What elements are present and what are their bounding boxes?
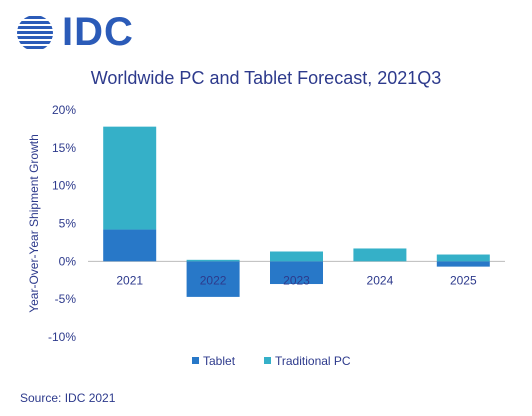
legend-swatch-traditional-pc: [264, 357, 271, 364]
y-axis-label: Year-Over-Year Shipment Growth: [27, 134, 41, 313]
legend-label-traditional-pc: Traditional PC: [275, 354, 351, 368]
legend-swatch-tablet: [192, 357, 199, 364]
x-tick-label: 2024: [367, 273, 394, 287]
bar-tablet-2021: [103, 229, 157, 262]
bar-tablet-2022: [186, 261, 240, 297]
y-tick-label: 0%: [59, 254, 77, 268]
y-tick-label: 15%: [52, 141, 76, 155]
x-tick-label: 2021: [116, 273, 143, 287]
idc-globe-logo-icon: [17, 16, 53, 49]
bar-traditional-pc-2024: [353, 248, 407, 262]
source-note: Source: IDC 2021: [20, 391, 116, 405]
x-tick-label: 2023: [283, 273, 310, 287]
bar-traditional-pc-2022: [186, 259, 240, 262]
bar-traditional-pc-2025: [436, 254, 490, 262]
idc-logo-text: IDC: [62, 10, 134, 54]
bar-traditional-pc-2023: [270, 251, 323, 262]
y-tick-label: -5%: [55, 292, 77, 306]
bar-tablet-2025: [436, 261, 490, 267]
y-tick-label: 5%: [59, 217, 77, 231]
bar-tablet-2023: [270, 261, 323, 285]
x-tick-label: 2025: [450, 273, 477, 287]
chart-title: Worldwide PC and Tablet Forecast, 2021Q3: [90, 68, 442, 88]
bar-traditional-pc-2021: [103, 126, 157, 230]
legend-label-tablet: Tablet: [203, 354, 236, 368]
y-tick-label: 10%: [52, 179, 76, 193]
y-tick-label: 20%: [52, 103, 76, 117]
x-tick-label: 2022: [200, 273, 227, 287]
y-tick-label: -10%: [48, 330, 76, 344]
